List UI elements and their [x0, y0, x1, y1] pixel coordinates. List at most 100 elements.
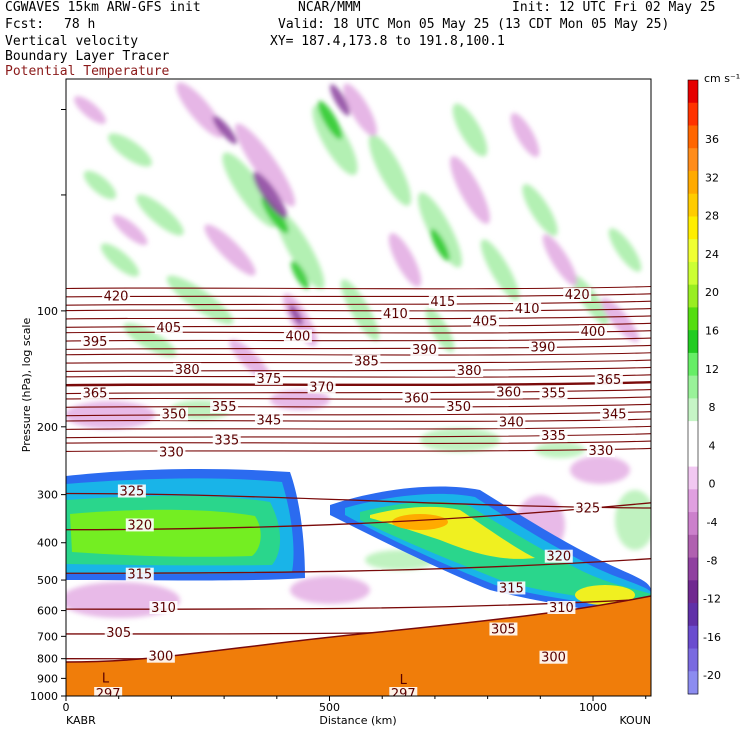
theta-label: 305 — [491, 622, 516, 637]
theta-label-bg — [497, 581, 526, 595]
terrain — [66, 596, 651, 696]
theta-label-bg — [539, 429, 568, 443]
theta-label-bg — [80, 386, 109, 400]
colorbar-label: 36 — [705, 133, 719, 146]
theta-label-bg — [149, 601, 178, 615]
colorbar-label: 24 — [705, 248, 719, 261]
theta-label: 380 — [175, 363, 200, 378]
theta-label-bg — [104, 626, 133, 640]
theta-label: 365 — [596, 373, 621, 388]
theta-label: 375 — [256, 372, 281, 387]
colorbar-swatch — [688, 512, 698, 536]
theta-label-bg — [410, 343, 439, 357]
colorbar-swatch — [688, 625, 698, 650]
colorbar-label: -12 — [703, 593, 721, 606]
theta-labels: 420 420 415 410 410 405 405 400 400 395 390 390 385 3… — [80, 287, 629, 696]
colorbar-label: -16 — [703, 631, 721, 644]
field-boundary-layer-tracer: Boundary Layer Tracer — [5, 49, 170, 64]
tracer-right-peak — [392, 514, 448, 530]
colorbar-swatch — [688, 648, 698, 672]
theta-contour — [66, 322, 651, 328]
colorbar-swatch — [688, 261, 698, 286]
theta-label: 410 — [383, 307, 408, 322]
theta-label: 320 — [546, 550, 571, 565]
theta-label-bg — [352, 354, 381, 368]
colorbar-label: -20 — [703, 669, 721, 682]
theta-label-bg — [579, 325, 608, 339]
model-title: CGWAVES 15km ARW-GFS init — [5, 0, 201, 15]
colorbar-swatch — [688, 330, 698, 354]
colorbar-swatch — [688, 239, 698, 263]
y-tick-label: 600 — [37, 605, 58, 618]
theta-label: 320 — [127, 518, 152, 533]
colorbar-label: 16 — [705, 325, 719, 338]
theta-label: 305 — [106, 626, 131, 641]
theta-label: 300 — [148, 650, 173, 665]
theta-label-bg — [563, 287, 592, 301]
theta-label: 315 — [127, 568, 152, 583]
theta-label: 315 — [499, 581, 524, 596]
theta-label-bg — [160, 407, 189, 421]
theta-contour — [66, 425, 651, 430]
right-endpoint-label: KOUN — [619, 714, 651, 727]
y-tick-label: 1000 — [30, 690, 58, 703]
colorbar-swatch — [688, 307, 698, 331]
colorbar-swatch — [688, 125, 698, 149]
colorbar-swatch — [688, 557, 698, 581]
x-tick-label: 0 — [63, 701, 70, 714]
y-tick-label: 100 — [37, 305, 58, 318]
y-tick-label: 700 — [37, 630, 58, 643]
y-tick-label: 500 — [37, 574, 58, 587]
theta-label-bg — [428, 295, 457, 309]
theta-label: 360 — [496, 386, 521, 401]
forecast-label: Fcst: — [5, 17, 45, 32]
init-time: Init: 12 UTC Fri 02 May 25 — [512, 0, 716, 15]
theta-label: 360 — [404, 392, 429, 407]
theta-label: 415 — [430, 295, 455, 310]
low-label: L — [102, 671, 110, 686]
forecast-hour: 78 h — [64, 17, 96, 32]
theta-label-bg — [254, 371, 283, 385]
theta-contour — [66, 389, 651, 395]
theta-contour — [66, 380, 651, 387]
colorbar-swatch — [688, 102, 698, 126]
theta-label-bg — [94, 687, 123, 696]
theta-label: 345 — [256, 414, 281, 429]
colorbar-swatch — [688, 148, 698, 172]
theta-label: 335 — [214, 434, 239, 449]
theta-label: 350 — [446, 400, 471, 415]
theta-label: 330 — [589, 444, 614, 459]
x-axis: 0 500 1000 — [63, 696, 647, 714]
theta-label: 325 — [575, 502, 600, 517]
theta-label-bg — [539, 650, 568, 664]
theta-label: 325 — [119, 485, 144, 500]
theta-label-bg — [600, 407, 629, 421]
colorbar-swatch — [688, 534, 698, 559]
colorbar-swatch — [688, 443, 698, 468]
colorbar-label: -4 — [707, 516, 718, 529]
y-axis-label: Pressure (hPa), log scale — [20, 318, 33, 453]
theta-contour — [66, 374, 651, 378]
theta-contour — [66, 396, 651, 400]
theta-label-bg — [573, 501, 602, 515]
theta-label: 420 — [565, 288, 590, 303]
theta-contour — [66, 433, 651, 439]
theta-contour — [66, 411, 651, 417]
theta-contour — [66, 492, 651, 509]
field-vertical-velocity: Vertical velocity — [5, 34, 139, 49]
theta-label: 300 — [541, 651, 566, 666]
theta-label-bg — [212, 433, 241, 447]
theta-label-bg — [254, 413, 283, 427]
colorbar-swatch — [688, 284, 698, 308]
colorbar: 36 32 28 24 20 16 12 8 4 0 -4 -8 -12 -16 -20 — [687, 79, 721, 695]
theta-label: 395 — [83, 335, 108, 350]
theta-label-bg — [528, 340, 557, 354]
theta-label: 355 — [212, 400, 237, 415]
wave-bands-green-strong — [261, 100, 450, 290]
theta-label: 350 — [162, 407, 187, 422]
theta-label-bg — [80, 335, 109, 349]
theta-label: 355 — [541, 387, 566, 402]
colorbar-label: 20 — [705, 286, 719, 299]
